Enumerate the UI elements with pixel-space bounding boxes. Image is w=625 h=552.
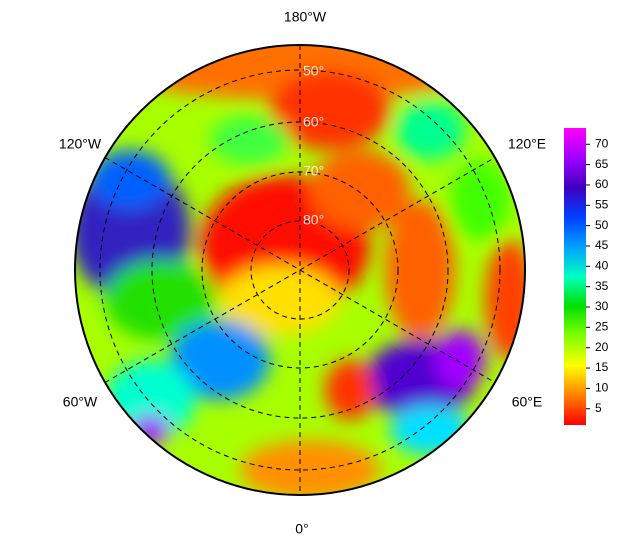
colorbar-tick-label: 55	[595, 197, 609, 211]
colorbar-tick-label: 25	[595, 320, 609, 334]
lon-label: 120°E	[508, 136, 546, 152]
lat-label: 60°	[303, 114, 324, 130]
colorbar-tick-label: 50	[595, 218, 609, 232]
graticule	[99, 45, 501, 495]
map-border	[74, 44, 526, 496]
lon-label: 180°W	[284, 9, 327, 25]
lat-label: 50°	[303, 63, 324, 79]
colorbar-tick-label: 20	[595, 340, 609, 354]
lat-label: 80°	[303, 212, 324, 228]
colorbar-tick-label: 70	[595, 136, 609, 150]
lat-label: 70°	[303, 163, 324, 179]
lat-circle	[99, 69, 501, 471]
colorbar-tick-label: 35	[595, 279, 609, 293]
colorbar-tick-label: 15	[595, 360, 609, 374]
colorbar-tick-label: 5	[595, 401, 602, 415]
meridian	[104, 157, 496, 383]
colorbar-tick-label: 60	[595, 177, 609, 191]
lon-label: 120°W	[59, 136, 102, 152]
colorbar-tick-label: 40	[595, 259, 609, 273]
colorbar	[564, 128, 586, 425]
colorbar-tick-label: 45	[595, 238, 609, 252]
colorbar-tick-label: 65	[595, 157, 609, 171]
lon-label: 60°E	[512, 394, 543, 410]
colorbar-tick-label: 30	[595, 299, 609, 313]
lon-label: 60°W	[63, 394, 98, 410]
colorbar-tick-label: 10	[595, 381, 609, 395]
lon-label: 0°	[295, 521, 308, 537]
